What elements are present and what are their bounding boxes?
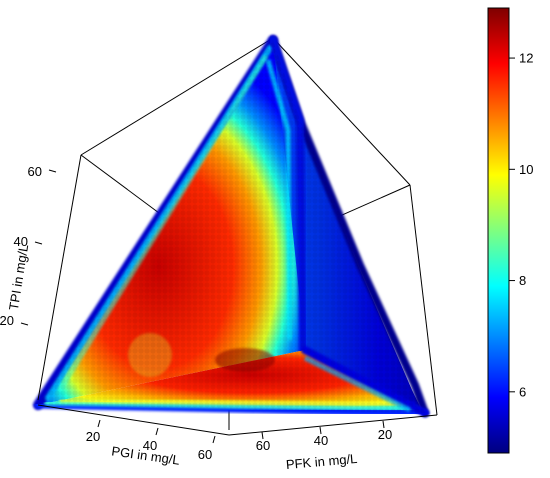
pgi-tick-20: 20 [86, 429, 100, 444]
colorbar-tick-label: 10 [519, 162, 533, 177]
pgi-axis: 20 40 60 PGI in mg/L [86, 419, 216, 468]
tpi-tick-60: 60 [28, 164, 42, 179]
tpi-axis: 20 40 60 TPI in mg/L [0, 164, 57, 328]
pfk-tick-60: 60 [256, 438, 270, 453]
simplex-volume [33, 35, 429, 417]
tpi-tick-40: 40 [14, 234, 28, 249]
pfk-tick-40: 40 [314, 433, 328, 448]
pfk-tick-20: 20 [378, 427, 392, 442]
tpi-tick-20: 20 [0, 313, 14, 328]
pfk-axis: 60 40 20 PFK in mg/L [256, 420, 392, 472]
colorbar-tick-label: 8 [519, 273, 526, 288]
colorbar-fill [487, 7, 510, 454]
colorbar-ticks: 6 8 10 12 [509, 51, 533, 399]
pgi-tick-40: 40 [143, 438, 157, 453]
pfk-axis-label: PFK in mg/L [285, 451, 358, 472]
colorbar-tick-label: 12 [519, 51, 533, 66]
bounding-box-front [37, 154, 438, 436]
colorbar: 6 8 10 12 [487, 7, 533, 454]
tpi-axis-label: TPI in mg/L [6, 243, 31, 311]
colorbar-tick-label: 6 [519, 384, 526, 399]
pgi-axis-label: PGI in mg/L [111, 443, 181, 467]
pgi-tick-60: 60 [198, 447, 212, 462]
